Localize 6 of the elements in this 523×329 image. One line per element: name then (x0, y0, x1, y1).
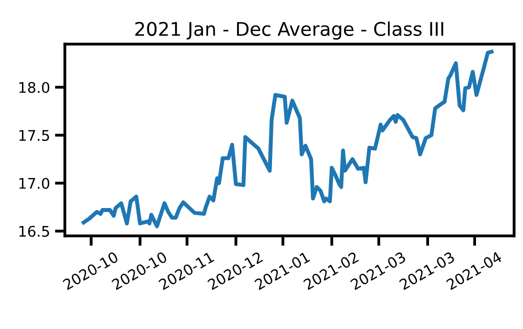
y-tick-label: 17.0 (19, 178, 50, 189)
y-tick-label: 18.0 (19, 82, 50, 93)
chart-title: 2021 Jan - Dec Average - Class III (135, 22, 444, 40)
line-series (82, 50, 494, 228)
y-tick-label: 16.5 (19, 226, 49, 237)
y-tick-label: 17.5 (19, 130, 49, 141)
